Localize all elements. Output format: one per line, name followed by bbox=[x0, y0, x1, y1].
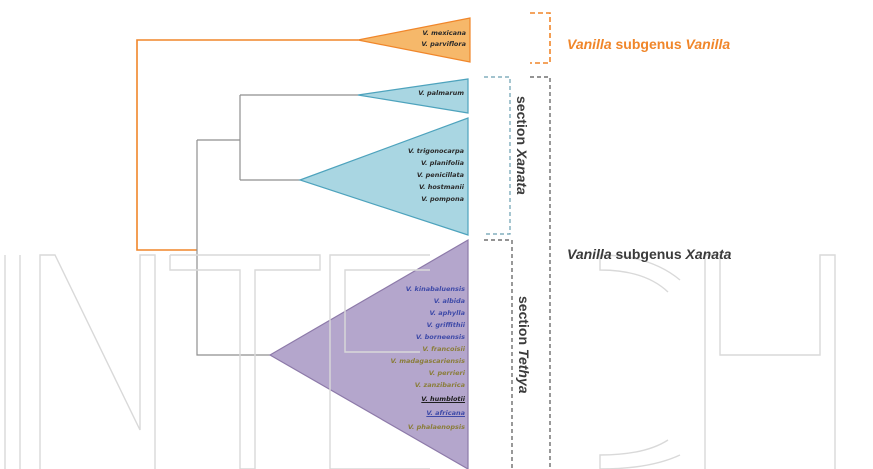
taxon-label: V. penicillata bbox=[416, 171, 464, 179]
taxon-label: V. zanzibarica bbox=[414, 381, 465, 389]
clade-triangle-xanata-top bbox=[357, 78, 469, 114]
bracket-section-tethya bbox=[484, 239, 513, 469]
clade-triangle-tethya bbox=[268, 238, 469, 469]
taxon-label: V. francoisii bbox=[422, 345, 465, 353]
taxon-label: V. griffithii bbox=[426, 321, 465, 329]
subgenus-xanata-label: Vanilla subgenus Xanata bbox=[567, 246, 731, 262]
subgenus-xanata-name: Xanata bbox=[685, 246, 732, 262]
taxon-label: V. madagascariensis bbox=[390, 357, 465, 365]
taxon-label: V. planifolia bbox=[420, 159, 464, 167]
subgenus-xanata-genus: Vanilla bbox=[567, 246, 612, 262]
taxon-label: V. humblotii bbox=[421, 395, 465, 403]
clade-triangle-xanata-main bbox=[298, 117, 469, 236]
subgenus-vanilla-name: Vanilla bbox=[685, 36, 731, 52]
taxon-label: V. trigonocarpa bbox=[408, 147, 464, 155]
taxon-label: V. albida bbox=[433, 297, 465, 305]
taxon-label: V. pompona bbox=[421, 195, 464, 203]
bracket-subgenus-vanilla bbox=[530, 12, 551, 64]
section-xanata-name: Xanata bbox=[514, 148, 530, 195]
branch-node-lower bbox=[196, 250, 270, 356]
taxon-label: V. palmarum bbox=[418, 89, 464, 97]
root-branch-orange bbox=[136, 39, 358, 251]
section-tethya-label: section Tethya bbox=[516, 296, 532, 394]
taxon-label: V. perrieri bbox=[428, 369, 465, 377]
subgenus-xanata-middle: subgenus bbox=[611, 246, 686, 262]
orange-branch-line bbox=[136, 39, 358, 251]
section-xanata-label: section Xanata bbox=[514, 96, 530, 195]
taxon-label: V. hostmanii bbox=[418, 183, 464, 191]
section-tethya-prefix: section bbox=[516, 296, 532, 349]
taxon-label: V. mexicana bbox=[422, 29, 466, 37]
watermark-logo bbox=[4, 254, 836, 469]
bracket-subgenus-xanata bbox=[530, 76, 551, 469]
bracket-section-xanata bbox=[484, 76, 511, 235]
subgenus-vanilla-genus: Vanilla bbox=[567, 36, 612, 52]
taxon-label: V. phalaenopsis bbox=[407, 423, 465, 431]
subgenus-vanilla-middle: subgenus bbox=[611, 36, 686, 52]
taxon-label: V. kinabaluensis bbox=[405, 285, 465, 293]
clade-triangle-subgenus-vanilla bbox=[357, 17, 471, 63]
taxon-label: V. borneensis bbox=[415, 333, 465, 341]
section-tethya-name: Tethya bbox=[516, 348, 532, 394]
taxon-label: V. africana bbox=[426, 409, 465, 417]
subgenus-vanilla-label: Vanilla subgenus Vanilla bbox=[567, 36, 730, 52]
taxon-label: V. aphylla bbox=[429, 309, 466, 317]
section-xanata-prefix: section bbox=[514, 96, 530, 149]
taxon-label: V. parviflora bbox=[421, 40, 466, 48]
gray-tree-branches bbox=[196, 94, 358, 356]
